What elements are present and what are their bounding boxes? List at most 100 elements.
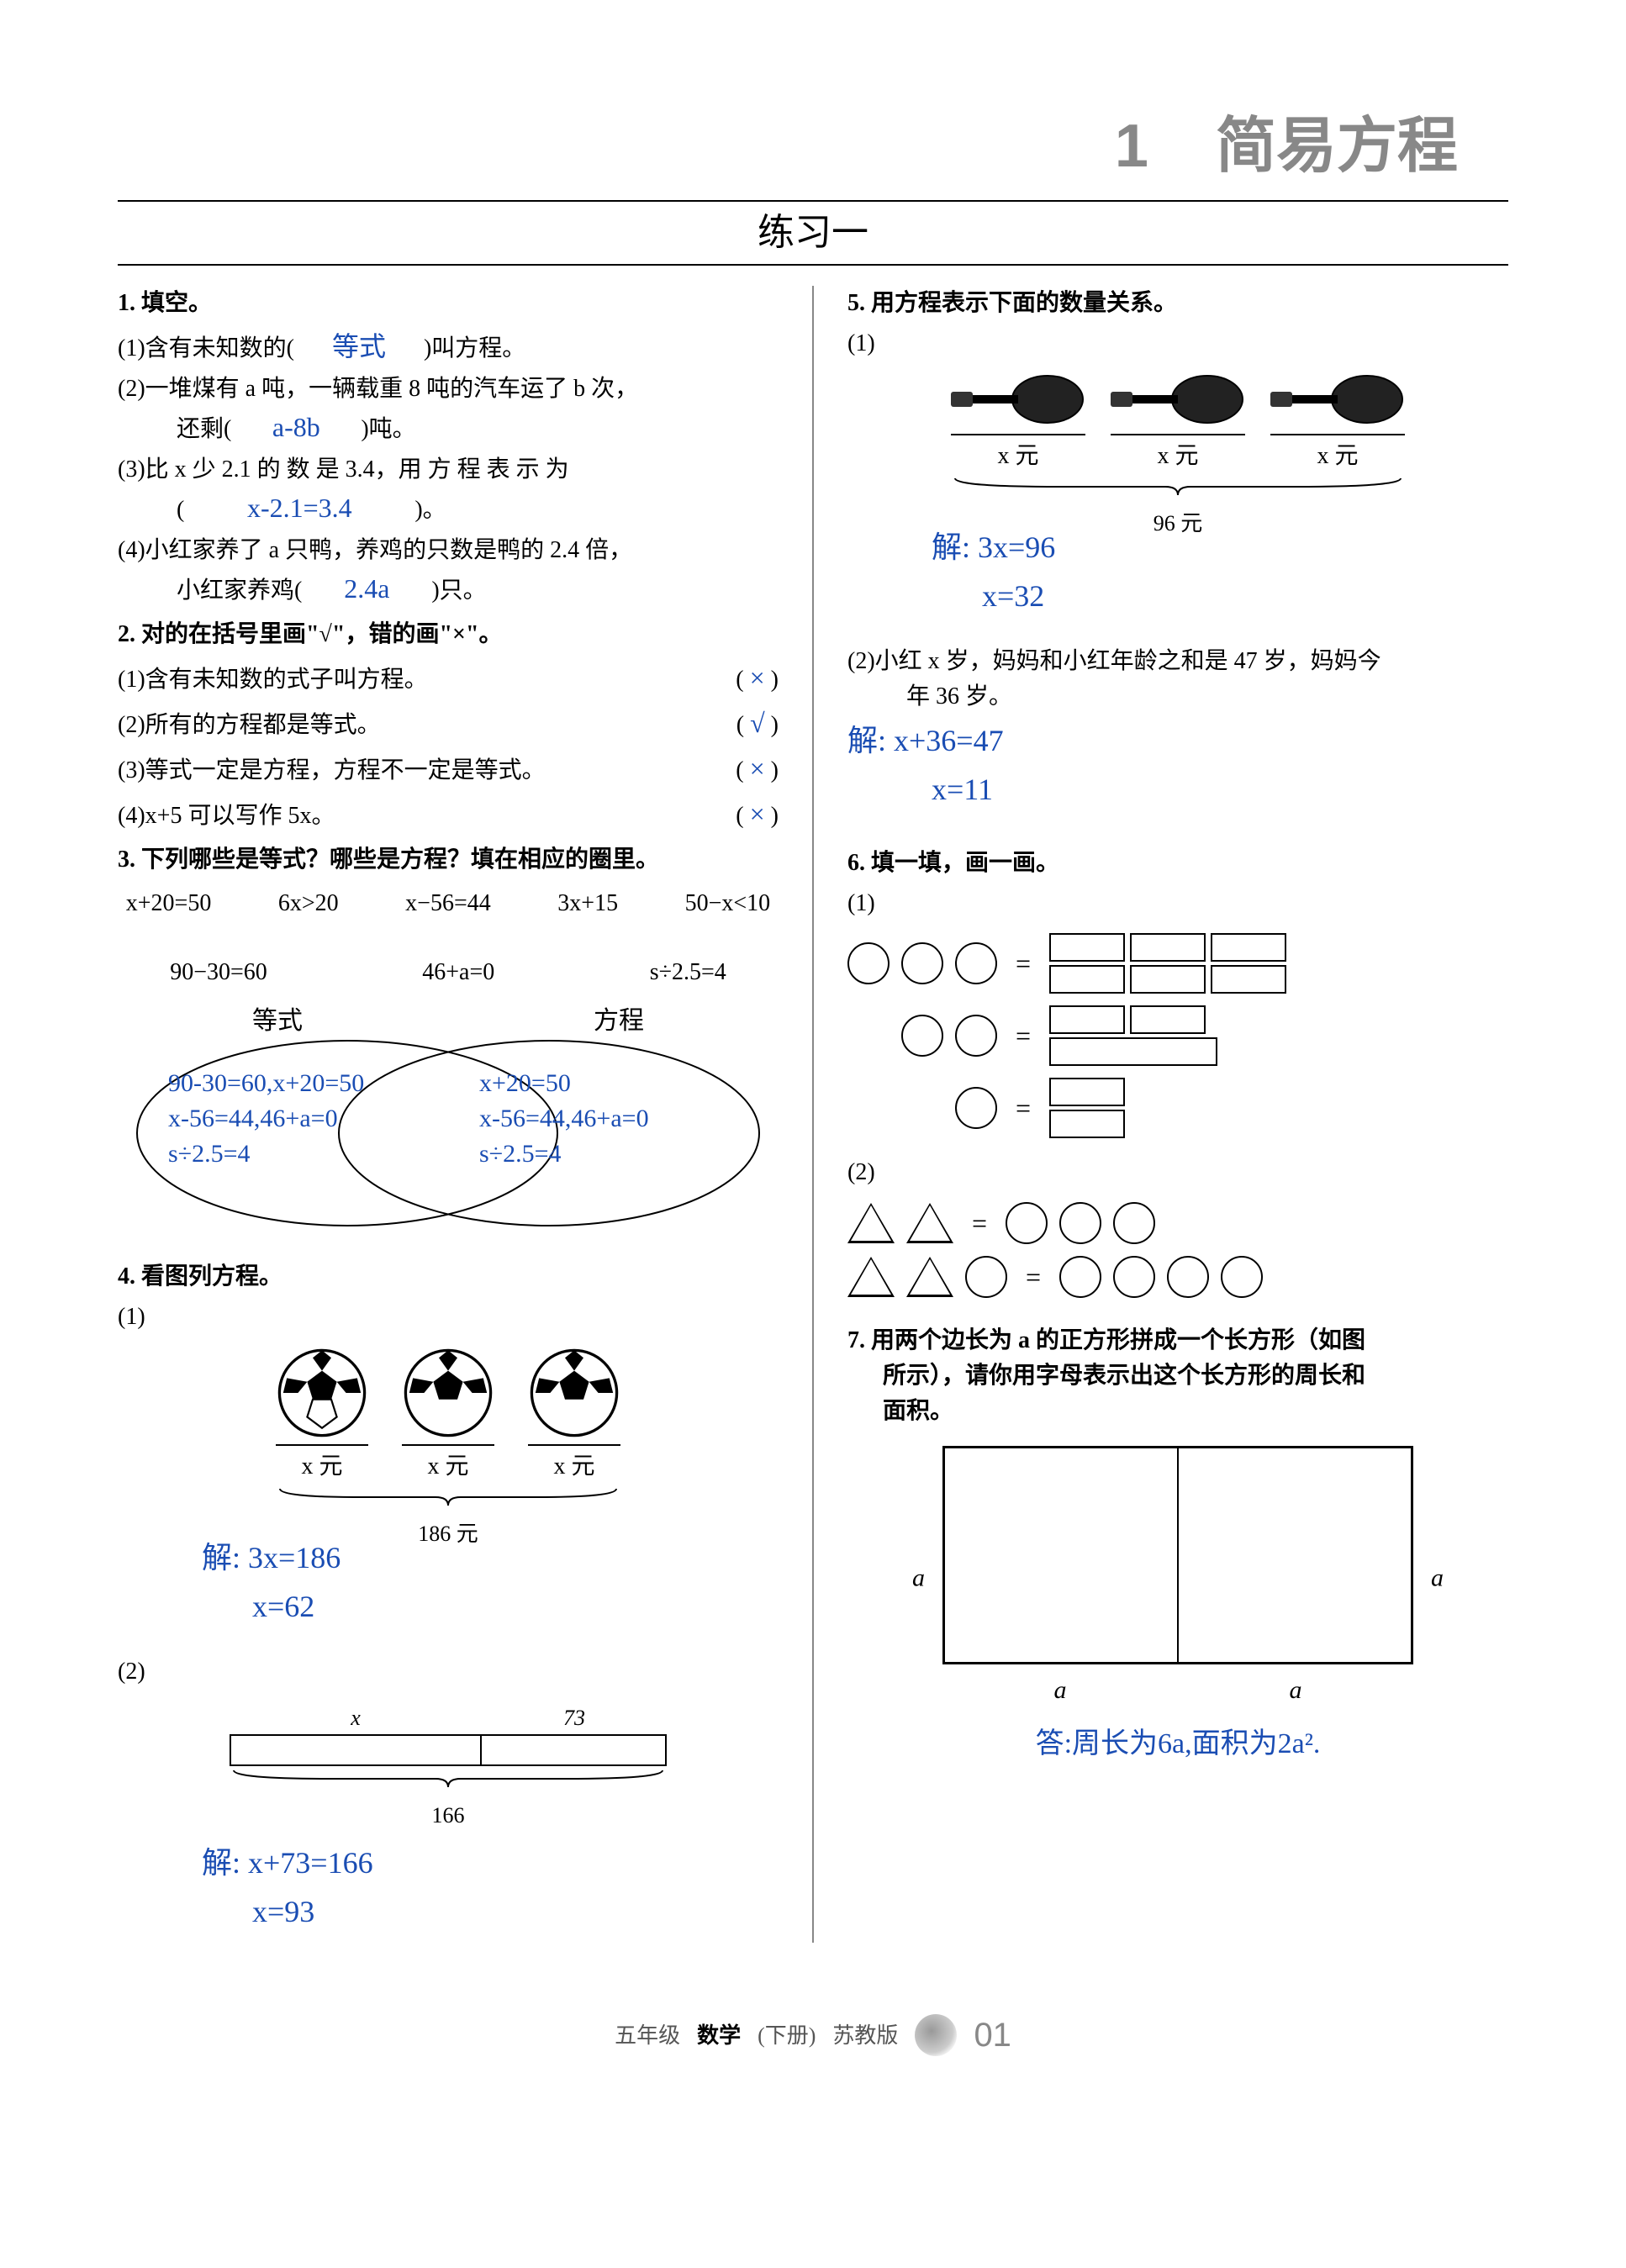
triangle-icon [906,1203,953,1243]
circle-icon [901,942,943,984]
q1-2: (2)一堆煤有 a 吨，一辆载重 8 吨的汽车运了 b 次， 还剩( a-8b … [118,372,779,447]
equals-sign: = [1016,943,1031,984]
q1-2-l2pre: 还剩( [177,416,231,442]
eq-4: 50−x<10 [685,886,771,921]
bar-seg-73 [482,1734,667,1766]
rect-icon [1130,1005,1206,1034]
eq-0: x+20=50 [126,886,212,921]
q2-2-sym: √ [750,708,765,738]
square-left [945,1448,1179,1662]
q4-2: (2) x 73 166 解: x+73 [118,1654,779,1934]
q2-head: 2. 对的在括号里画"√"，错的画"×"。 [118,617,779,652]
ball-labels: x 元 x 元 x 元 [118,1444,779,1485]
q1-4-l2post: )只。 [431,578,486,604]
circle-icon [1059,1202,1101,1244]
bar-row [230,1734,667,1766]
circle-icon [1221,1256,1263,1298]
racket-labels: x 元 x 元 x 元 [847,434,1508,474]
equals-sign: = [1016,1015,1031,1056]
q5-1-num: (1) [847,330,875,356]
rect-icon [1130,933,1206,962]
soccer-ball-icon [528,1347,620,1439]
q2-3-text: (3)等式一定是方程，方程不一定是等式。 [118,753,546,789]
rule-top [118,200,1508,202]
q7: 7. 用两个边长为 a 的正方形拼成一个长方形（如图 所示），请你用字母表示出这… [847,1323,1508,1765]
circle-icon [1113,1202,1155,1244]
q2-4-sym: × [750,799,765,829]
brace-total-balls: 186 元 [276,1517,620,1550]
rect-icon [1049,1078,1125,1106]
q2-3: (3)等式一定是方程，方程不一定是等式。 ( × ) [118,748,779,789]
rect-box [942,1446,1413,1664]
q5-2-sol2: x=11 [932,767,1508,812]
q1-1-pre: (1)含有未知数的( [118,335,294,361]
q4-1-num: (1) [118,1304,145,1330]
racket-label-1: x 元 [951,434,1085,474]
q2-2-mark: ( √ ) [686,703,779,743]
q1-2-l2post: )吨。 [361,416,415,442]
vl2: s÷2.5=4 [168,1137,364,1172]
q4-1: (1) x 元 x 元 x 元 186 元 [118,1300,779,1629]
brace-rackets: 96 元 [951,474,1405,516]
q6-1-num: (1) [847,890,875,916]
q1-3-answer: x-2.1=3.4 [190,488,409,528]
q1-4-line2: 小红家养鸡( 2.4a )只。 [118,578,487,604]
bar-diagram: x 73 166 [230,1701,667,1832]
q6-2-row2: = [847,1256,1508,1298]
footer-subject: 数学 [697,2019,741,2052]
eq-5: 90−30=60 [170,955,267,990]
q1-1-post: )叫方程。 [424,335,525,361]
equals-sign: = [1026,1257,1041,1297]
circle-icon [955,942,997,984]
q7-h2: 所示），请你用字母表示出这个长方形的周长和 [847,1363,1365,1389]
circle-icon [901,1015,943,1057]
column-divider [812,286,814,1943]
q7-h3: 面积。 [847,1398,953,1424]
q2-1: (1)含有未知数的式子叫方程。 ( × ) [118,657,779,698]
racket-label-3: x 元 [1270,434,1405,474]
q3: 3. 下列哪些是等式？哪些是方程？填在相应的圈里。 x+20=50 6x>20 … [118,842,779,1251]
circle-icon [965,1256,1007,1298]
q1-1-answer: 等式 [300,326,418,367]
q5: 5. 用方程表示下面的数量关系。 (1) x 元 x 元 x 元 [847,286,1508,812]
rect-icon [1049,933,1125,962]
footer-grade: 五年级 [615,2019,680,2052]
rect-stack [1049,933,1286,994]
q2-1-sym: × [750,662,765,693]
triangle-icon [847,1257,895,1297]
bar-lab-x: x [230,1701,482,1734]
square-right [1179,1448,1411,1662]
rect-stack [1049,1078,1125,1138]
circle-icon [1006,1202,1048,1244]
q4-head: 4. 看图列方程。 [118,1259,779,1295]
side-label-right: a [1431,1559,1444,1596]
q2-4: (4)x+5 可以写作 5x。 ( × ) [118,794,779,834]
circle-icon [955,1015,997,1057]
venn-right-content: x+20=50 x-56=44,46+a=0 s÷2.5=4 [479,1066,649,1172]
footer: 五年级 数学 (下册) 苏教版 01 [118,2010,1508,2060]
equals-sign: = [1016,1088,1031,1128]
q1-head: 1. 填空。 [118,286,779,321]
vr0: x+20=50 [479,1066,649,1101]
rect-icon [1049,1110,1125,1138]
q6-2-row1: = [847,1202,1508,1244]
rectangle-diagram: a a a a [942,1446,1413,1709]
bar-top-labels: x 73 [230,1701,667,1734]
rule-under [118,264,1508,266]
swirl-icon [915,2014,957,2056]
q2-1-mark: ( × ) [686,657,779,698]
q1-2-line2: 还剩( a-8b )吨。 [118,416,416,442]
exercise-title: 练习一 [118,205,1508,261]
q1-3-pre: (3)比 x 少 2.1 的 数 是 3.4，用 方 程 表 示 为 [118,456,569,483]
page-root: 1 简易方程 练习一 1. 填空。 (1)含有未知数的( 等式 )叫方程。 (2… [0,0,1626,2111]
q5-head: 5. 用方程表示下面的数量关系。 [847,286,1508,321]
side-label-left: a [912,1559,925,1596]
rackets [847,370,1508,429]
q5-1-sol2: x=32 [932,573,1508,619]
q6: 6. 填一填，画一画。 (1) = [847,846,1508,1298]
equals-sign: = [972,1203,987,1243]
bottom-a-2: a [1178,1664,1413,1709]
chapter-title: 1 简易方程 [118,101,1508,192]
q1-3: (3)比 x 少 2.1 的 数 是 3.4，用 方 程 表 示 为 ( x-2… [118,452,779,528]
columns: 1. 填空。 (1)含有未知数的( 等式 )叫方程。 (2)一堆煤有 a 吨，一… [118,286,1508,1943]
